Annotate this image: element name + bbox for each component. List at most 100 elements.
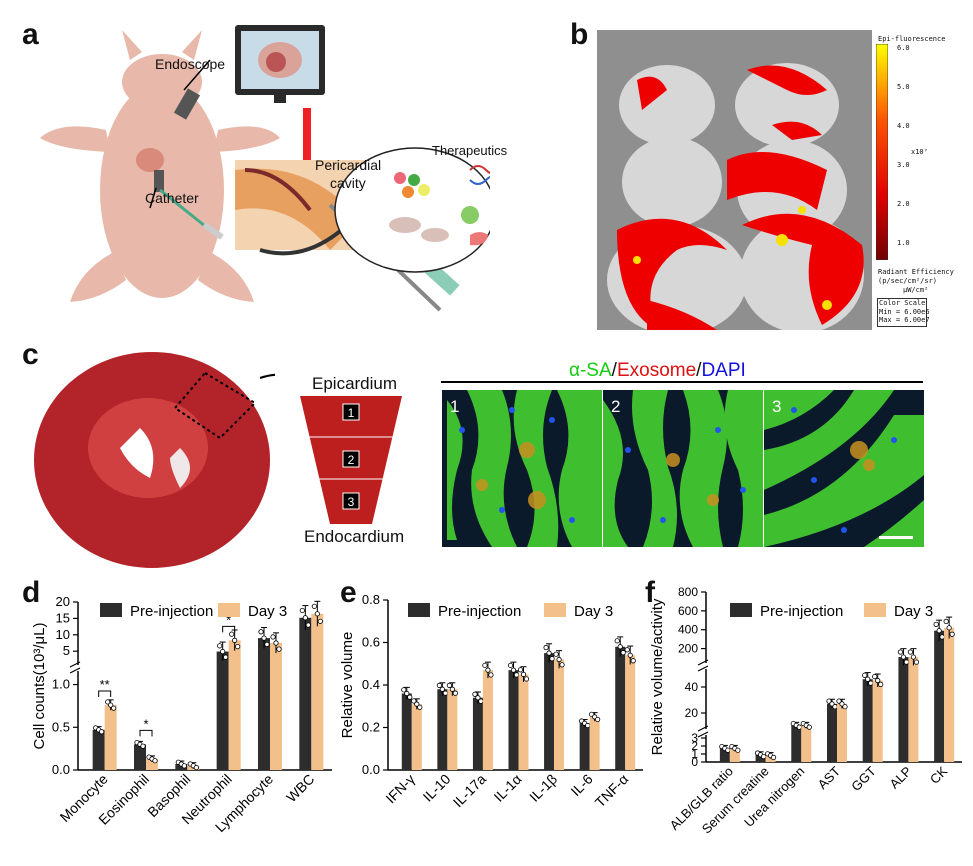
tile-3-label: 3 xyxy=(772,397,781,416)
data-point xyxy=(946,625,952,631)
colorbar-tick: 5.0 xyxy=(897,83,910,91)
bar-day3 xyxy=(625,655,636,770)
bar-day3 xyxy=(765,755,776,762)
micrograph-tile-3: 3 xyxy=(764,390,924,547)
data-point xyxy=(302,615,308,621)
data-point xyxy=(517,667,524,673)
bar-day3 xyxy=(908,657,919,762)
panel-letter-f: f xyxy=(645,576,655,609)
x-category-label: CK xyxy=(927,763,951,787)
y-tick-label: 1 xyxy=(691,747,698,761)
data-point xyxy=(620,650,626,656)
x-category-label: AST xyxy=(815,763,844,792)
epicardium-label: Epicardium xyxy=(312,374,398,393)
layer-1-label: 1 xyxy=(348,406,355,420)
data-point xyxy=(417,704,423,710)
y-tick-label: 600 xyxy=(678,604,698,618)
cavity-label: cavity xyxy=(330,175,366,191)
ivis-image xyxy=(597,30,872,330)
bar-pre-injection xyxy=(579,723,590,770)
bar-pre-injection xyxy=(934,630,945,762)
legend-swatch xyxy=(864,603,886,617)
axis-break-gap xyxy=(698,729,714,735)
data-point xyxy=(223,654,229,660)
data-point xyxy=(485,667,491,673)
data-point xyxy=(449,686,455,692)
legend-label: Pre-injection xyxy=(760,603,843,620)
data-point xyxy=(903,659,910,665)
significance-bracket xyxy=(98,690,112,698)
data-point xyxy=(108,702,114,708)
data-point xyxy=(556,656,562,663)
bar-day3 xyxy=(554,659,565,770)
panel-letter-e: e xyxy=(340,576,357,609)
data-point xyxy=(488,672,494,678)
data-point xyxy=(99,729,105,735)
data-point xyxy=(875,677,881,684)
data-point xyxy=(939,634,945,640)
bar-day3 xyxy=(837,703,847,762)
legend-label: Pre-injection xyxy=(438,603,521,620)
data-point xyxy=(105,699,111,705)
data-point xyxy=(299,607,305,614)
stain-sep-2: / xyxy=(696,360,702,381)
data-point xyxy=(936,628,942,634)
significance-mark: * xyxy=(226,612,231,627)
data-point xyxy=(482,662,488,668)
data-point xyxy=(261,635,267,641)
data-point xyxy=(407,694,413,700)
layer-diagram: 1 2 3 xyxy=(300,396,402,524)
data-point xyxy=(806,724,812,730)
data-point xyxy=(585,722,591,729)
data-point xyxy=(832,704,838,710)
endocardium-label: Endocardium xyxy=(304,527,405,546)
data-point xyxy=(913,659,920,665)
x-category-label: ALP xyxy=(887,764,915,792)
data-point xyxy=(311,603,317,609)
x-category-label: IL-10 xyxy=(420,771,454,805)
x-category-label: IL-6 xyxy=(567,771,596,800)
data-point xyxy=(276,646,282,652)
data-point xyxy=(314,611,320,617)
data-point xyxy=(513,672,520,678)
data-point xyxy=(229,631,235,637)
y-tick-label: 200 xyxy=(678,642,698,656)
significance-bracket xyxy=(139,729,153,737)
colorbar-unit-3: μW/cm² xyxy=(903,286,929,294)
data-point xyxy=(404,690,410,697)
heart-section-photo xyxy=(34,352,275,568)
data-point xyxy=(217,643,223,649)
axis-break-gap xyxy=(70,665,86,671)
data-point xyxy=(949,631,955,637)
data-point xyxy=(770,754,777,760)
bar-pre-injection xyxy=(508,670,519,770)
data-point xyxy=(796,724,802,730)
data-point xyxy=(735,747,741,753)
data-point xyxy=(273,640,279,646)
y-tick-label: 10 xyxy=(56,627,70,642)
data-point xyxy=(614,638,620,644)
data-point xyxy=(270,634,276,640)
data-point xyxy=(111,705,117,711)
bar-pre-injection xyxy=(299,617,312,770)
data-point xyxy=(907,649,914,655)
data-point xyxy=(305,622,311,628)
data-point xyxy=(872,673,878,680)
data-point xyxy=(868,680,874,686)
color-scale-min: Min = 6.00e6 xyxy=(879,308,930,316)
colorbar-tick: 2.0 xyxy=(897,200,910,208)
stain-dapi: DAPI xyxy=(701,360,746,381)
bar-pre-injection xyxy=(862,679,873,762)
bar-pre-injection xyxy=(472,697,483,770)
data-point xyxy=(193,764,199,771)
data-point xyxy=(627,652,633,658)
panel-a-illustration xyxy=(40,25,490,312)
bar-day3 xyxy=(729,748,740,762)
y-tick-label: 0.0 xyxy=(362,762,380,777)
data-point xyxy=(181,763,187,769)
data-point xyxy=(475,695,481,701)
y-tick-label: 1.0 xyxy=(52,677,70,692)
data-point xyxy=(232,637,238,643)
bar-pre-injection xyxy=(216,651,229,770)
